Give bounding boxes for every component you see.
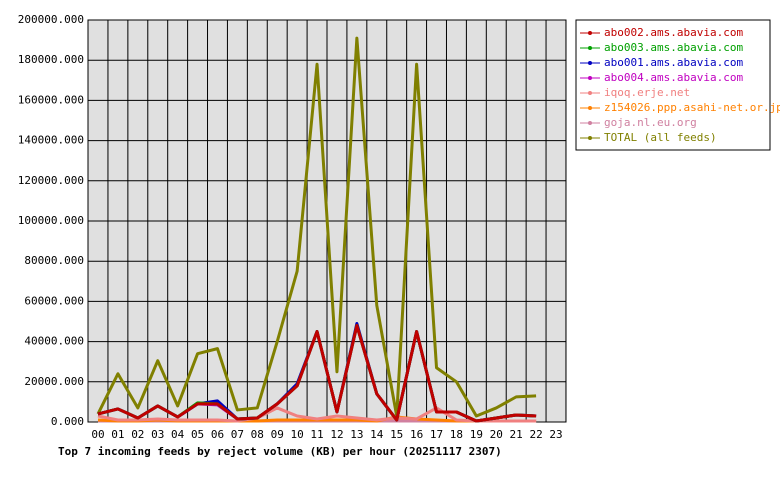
x-tick-label: 20 — [490, 428, 503, 441]
legend-marker — [588, 76, 592, 80]
x-tick-label: 04 — [171, 428, 185, 441]
x-tick-label: 03 — [151, 428, 164, 441]
x-tick-label: 21 — [510, 428, 523, 441]
x-tick-label: 23 — [549, 428, 562, 441]
legend-label: abo004.ams.abavia.com — [604, 71, 743, 84]
series-line — [97, 324, 537, 423]
legend-label: goja.nl.eu.org — [604, 116, 697, 129]
x-tick-label: 11 — [310, 428, 323, 441]
x-tick-label: 07 — [231, 428, 244, 441]
y-tick-label: 140000.000 — [18, 134, 84, 147]
x-tick-label: 05 — [191, 428, 204, 441]
y-tick-label: 160000.000 — [18, 93, 84, 106]
x-tick-label: 16 — [410, 428, 423, 441]
x-tick-label: 15 — [390, 428, 403, 441]
x-tick-label: 09 — [271, 428, 284, 441]
series-line — [96, 36, 537, 418]
y-tick-label: 180000.000 — [18, 53, 84, 66]
legend-marker — [588, 61, 592, 65]
x-tick-label: 18 — [450, 428, 463, 441]
x-tick-label: 02 — [131, 428, 144, 441]
y-tick-label: 200000.000 — [18, 13, 84, 26]
x-tick-label: 14 — [370, 428, 384, 441]
series-line — [97, 406, 537, 423]
x-tick-label: 17 — [430, 428, 443, 441]
legend-marker — [588, 46, 592, 50]
legend-label: abo001.ams.abavia.com — [604, 56, 743, 69]
x-tick-label: 06 — [211, 428, 224, 441]
legend-label: iqoq.erje.net — [604, 86, 690, 99]
legend-marker — [588, 91, 592, 95]
x-tick-label: 13 — [350, 428, 363, 441]
legend-box — [575, 19, 771, 151]
legend-marker — [588, 136, 592, 140]
legend-label: TOTAL (all feeds) — [604, 131, 717, 144]
legend-label: z154026.ppp.asahi-net.or.jp — [604, 101, 780, 114]
y-tick-label: 20000.000 — [24, 375, 84, 388]
legend-label: abo002.ams.abavia.com — [604, 26, 743, 39]
x-tick-label: 08 — [251, 428, 264, 441]
legend-marker — [588, 31, 592, 35]
x-tick-label: 10 — [291, 428, 304, 441]
chart-title: Top 7 incoming feeds by reject volume (K… — [58, 445, 502, 458]
y-tick-label: 60000.000 — [24, 294, 84, 307]
y-tick-label: 0.000 — [51, 415, 84, 428]
y-tick-label: 100000.000 — [18, 214, 84, 227]
x-tick-label: 12 — [330, 428, 343, 441]
x-tick-label: 19 — [470, 428, 483, 441]
x-tick-label: 00 — [91, 428, 104, 441]
legend-label: abo003.ams.abavia.com — [604, 41, 743, 54]
y-tick-label: 120000.000 — [18, 174, 84, 187]
legend-marker — [588, 121, 592, 125]
y-tick-label: 40000.000 — [24, 335, 84, 348]
x-tick-label: 01 — [111, 428, 124, 441]
y-tick-label: 80000.000 — [24, 254, 84, 267]
legend-marker — [588, 106, 592, 110]
x-tick-label: 22 — [529, 428, 542, 441]
